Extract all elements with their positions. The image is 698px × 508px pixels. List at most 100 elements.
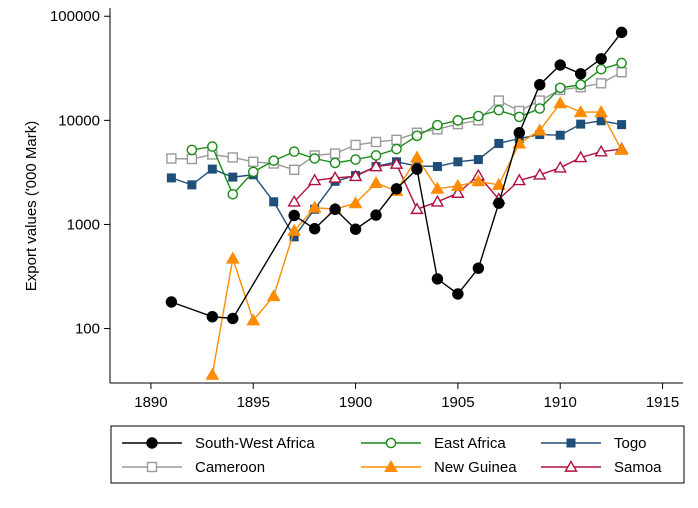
series-east-africa xyxy=(186,57,627,200)
legend-label: South-West Africa xyxy=(195,435,315,452)
data-point-east-africa xyxy=(554,82,566,94)
y-tick-label: 100 xyxy=(75,321,100,338)
data-point-south-west-africa xyxy=(329,203,341,215)
data-point-new-guinea xyxy=(553,96,568,109)
data-point-south-west-africa xyxy=(370,209,382,221)
legend-marker-samoa xyxy=(564,460,578,472)
data-point-cameroon xyxy=(288,164,300,175)
data-point-cameroon xyxy=(248,156,259,167)
y-tick-label: 1000 xyxy=(67,216,100,233)
data-point-cameroon xyxy=(391,134,402,146)
data-point-togo xyxy=(207,164,217,174)
data-point-new-guinea xyxy=(205,367,220,380)
data-point-new-guinea xyxy=(471,174,486,187)
data-point-new-guinea xyxy=(225,251,240,264)
data-point-south-west-africa xyxy=(534,79,546,91)
data-point-east-africa xyxy=(268,155,280,166)
y-tick-label: 100000 xyxy=(50,8,100,25)
data-point-east-africa xyxy=(350,154,361,165)
data-point-samoa xyxy=(594,144,608,157)
data-point-samoa xyxy=(328,170,342,183)
data-point-cameroon xyxy=(616,67,627,78)
series-south-west-africa xyxy=(165,26,628,325)
data-point-new-guinea xyxy=(614,142,629,155)
x-tick-label: 1915 xyxy=(646,394,679,411)
data-point-east-africa xyxy=(534,103,546,114)
data-point-togo xyxy=(473,155,483,165)
data-point-new-guinea xyxy=(287,223,302,236)
data-point-east-africa xyxy=(595,63,607,75)
data-point-new-guinea xyxy=(451,178,465,191)
data-point-new-guinea xyxy=(532,123,547,136)
data-point-south-west-africa xyxy=(595,53,607,65)
data-point-togo xyxy=(187,180,197,190)
data-point-east-africa xyxy=(247,166,259,178)
data-point-new-guinea xyxy=(573,105,588,118)
data-point-togo xyxy=(453,157,463,167)
data-point-south-west-africa xyxy=(431,273,444,285)
x-tick-label: 1895 xyxy=(237,394,270,411)
data-point-east-africa xyxy=(616,57,627,69)
data-point-south-west-africa xyxy=(452,288,464,300)
legend-marker-new-guinea xyxy=(384,459,398,472)
data-point-togo xyxy=(555,130,565,140)
data-point-togo xyxy=(432,162,442,172)
legend-marker-togo xyxy=(566,438,576,448)
legend-label: East Africa xyxy=(434,435,506,452)
legend-item-east-africa: East Africa xyxy=(361,435,506,452)
legend-item-samoa: Samoa xyxy=(541,459,662,476)
data-point-south-west-africa xyxy=(308,223,321,235)
data-point-new-guinea xyxy=(348,196,363,209)
data-point-east-africa xyxy=(432,119,443,131)
data-point-south-west-africa xyxy=(411,163,423,175)
legend-label: Cameroon xyxy=(195,459,265,476)
legend-item-new-guinea: New Guinea xyxy=(361,459,517,476)
data-point-new-guinea xyxy=(266,289,281,302)
data-point-samoa xyxy=(573,150,588,163)
data-point-south-west-africa xyxy=(227,312,239,325)
data-point-south-west-africa xyxy=(472,262,485,274)
data-point-cameroon xyxy=(186,153,198,165)
x-tick-label: 1910 xyxy=(544,394,577,411)
data-point-togo xyxy=(494,138,504,148)
data-point-new-guinea xyxy=(369,176,383,189)
legend-label: Togo xyxy=(614,435,647,452)
legend: South-West Africa East Africa Togo Cameroon… xyxy=(110,425,685,484)
data-point-samoa xyxy=(348,169,363,182)
data-point-cameroon xyxy=(370,136,382,148)
data-point-samoa xyxy=(307,173,322,186)
data-point-south-west-africa xyxy=(349,223,362,235)
data-point-cameroon xyxy=(166,153,177,164)
data-point-cameroon xyxy=(595,78,607,89)
series-new-guinea xyxy=(205,96,629,380)
data-point-samoa xyxy=(553,160,567,173)
data-point-cameroon xyxy=(350,139,361,151)
data-point-east-africa xyxy=(207,141,218,152)
data-point-east-africa xyxy=(411,130,423,142)
series-line-east-africa xyxy=(191,62,622,196)
data-point-south-west-africa xyxy=(574,68,587,80)
data-point-east-africa xyxy=(329,157,341,169)
data-point-south-west-africa xyxy=(165,296,178,308)
data-point-south-west-africa xyxy=(288,209,300,222)
data-point-samoa xyxy=(369,159,383,172)
data-point-south-west-africa xyxy=(554,59,566,71)
x-axis-ticks: 1890 1895 1900 1905 1910 1915 xyxy=(134,383,679,411)
data-point-south-west-africa xyxy=(513,127,525,139)
data-point-new-guinea xyxy=(410,150,424,163)
data-point-east-africa xyxy=(513,111,525,123)
legend-label: Samoa xyxy=(614,459,662,476)
data-point-new-guinea xyxy=(430,181,445,194)
data-point-cameroon xyxy=(329,148,341,159)
data-point-south-west-africa xyxy=(493,197,505,209)
legend-marker-cameroon xyxy=(146,461,158,473)
data-point-new-guinea xyxy=(307,200,322,213)
data-point-samoa xyxy=(512,173,526,186)
data-point-south-west-africa xyxy=(390,183,403,195)
data-point-south-west-africa xyxy=(206,311,219,323)
legend-box xyxy=(110,425,685,484)
data-point-samoa xyxy=(430,194,445,207)
data-point-togo xyxy=(269,197,279,207)
